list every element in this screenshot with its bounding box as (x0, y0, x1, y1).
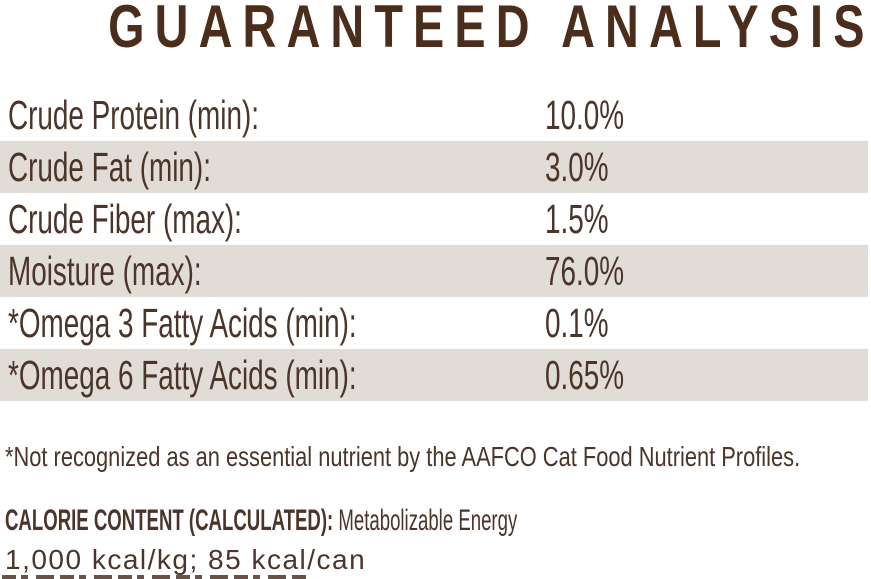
analysis-row: Moisture (max): 76.0% (0, 245, 868, 297)
calorie-content-label: CALORIE CONTENT (CALCULATED): (5, 504, 334, 537)
calorie-content-text: CALORIE CONTENT (CALCULATED): Metaboliza… (5, 504, 517, 538)
nutrient-value: 1.5% (545, 195, 609, 242)
guaranteed-analysis-table: Crude Protein (min): 10.0% Crude Fat (mi… (0, 89, 871, 401)
nutrient-value: 0.65% (545, 351, 625, 398)
calorie-content-line: CALORIE CONTENT (CALCULATED): Metaboliza… (5, 504, 831, 538)
nutrient-label: *Omega 6 Fatty Acids (min): (8, 351, 357, 398)
nutrient-label: *Omega 3 Fatty Acids (min): (8, 299, 357, 346)
aafco-footnote: *Not recognized as an essential nutrient… (5, 441, 871, 473)
nutrient-label: Crude Fat (min): (8, 143, 211, 190)
analysis-row: Crude Fiber (max): 1.5% (0, 193, 871, 245)
page-title: GUARANTEED ANALYSIS (0, 0, 871, 57)
nutrient-value: 10.0% (545, 91, 625, 138)
analysis-row: Crude Protein (min): 10.0% (0, 89, 871, 141)
analysis-row: *Omega 6 Fatty Acids (min): 0.65% (0, 349, 868, 401)
cropped-text-top-fragment (2, 575, 307, 579)
analysis-row: *Omega 3 Fatty Acids (min): 0.1% (0, 297, 871, 349)
calorie-content-description: Metabolizable Energy (333, 504, 518, 537)
nutrient-value: 0.1% (545, 299, 609, 346)
nutrient-label: Moisture (max): (8, 247, 202, 294)
calorie-values: 1,000 kcal/kg; 85 kcal/can (5, 544, 367, 575)
page-title-text: GUARANTEED ANALYSIS (108, 0, 871, 60)
nutrient-value: 76.0% (545, 247, 625, 294)
nutrient-label: Crude Protein (min): (8, 91, 260, 138)
nutrient-value: 3.0% (545, 143, 609, 190)
nutrient-label: Crude Fiber (max): (8, 195, 242, 242)
analysis-row: Crude Fat (min): 3.0% (0, 141, 868, 193)
aafco-footnote-text: *Not recognized as an essential nutrient… (5, 441, 801, 472)
